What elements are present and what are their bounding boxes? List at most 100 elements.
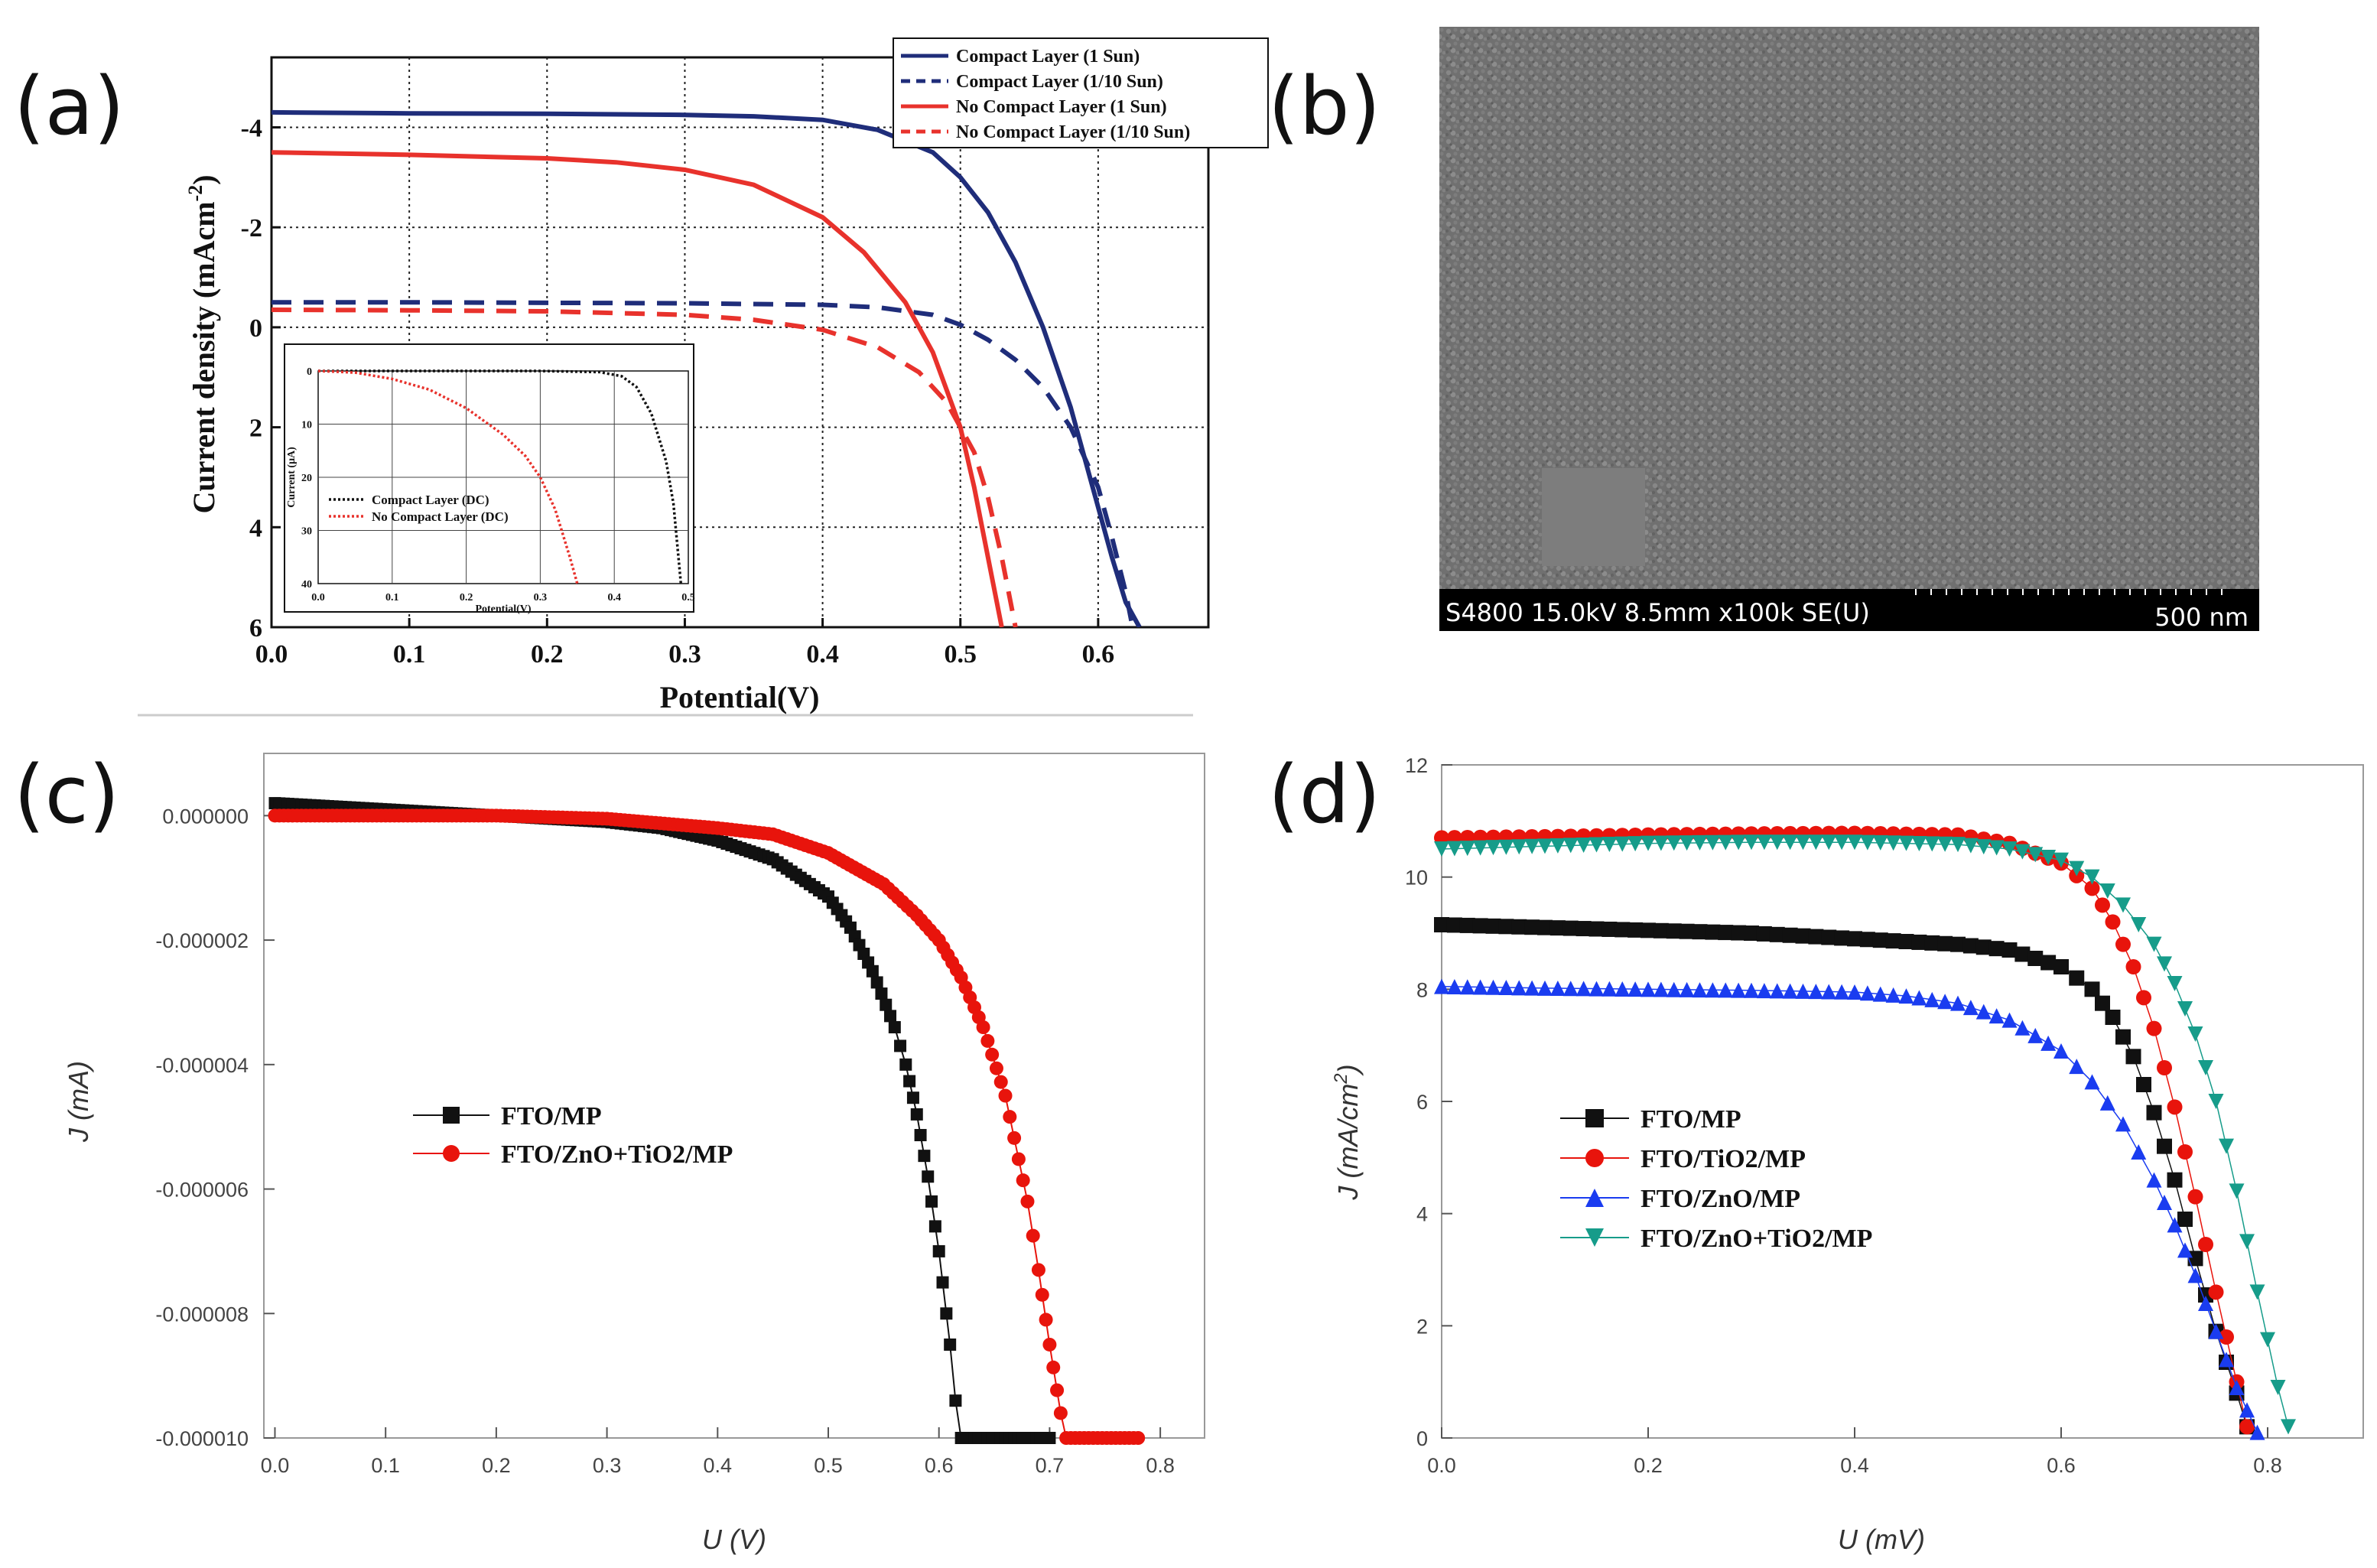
chart-d-legend: FTO/MP FTO/TiO2/MP FTO/ZnO/MP FTO/ZnO+TiO2/… <box>1560 1105 1872 1253</box>
chart-d-point-3 <box>1744 982 1759 998</box>
chart-d-point-1 <box>1988 941 2005 957</box>
sem-scale-bar <box>1915 589 2223 595</box>
chart-d-point-1 <box>1588 921 1605 937</box>
sem-caption-bar <box>1439 589 2259 631</box>
chart-d-point-3 <box>2001 1012 2018 1028</box>
chart-d-point-4 <box>1962 838 1979 854</box>
chart-d-point-1 <box>2115 1029 2131 1045</box>
chart-a-xtick-label: 0.2 <box>531 640 564 669</box>
chart-c-point-2 <box>1007 1130 1022 1145</box>
chart-d-point-1 <box>2027 951 2044 966</box>
chart-d-point-3 <box>1756 983 1772 999</box>
chart-d-point-3 <box>1718 982 1734 998</box>
chart-c-xtick-label: 0.0 <box>261 1454 290 1477</box>
chart-a-inset-ytick-label: 20 <box>301 473 312 484</box>
chart-c-point-1 <box>894 1039 907 1052</box>
chart-d-point-1 <box>1950 936 1966 952</box>
chart-a-legend: Compact Layer (1 Sun) Compact Layer (1/10… <box>893 37 1269 148</box>
chart-d-point-3 <box>1795 983 1811 999</box>
chart-c-xtick-label: 0.6 <box>925 1454 954 1477</box>
chart-d-point-4 <box>2198 1060 2213 1075</box>
chart-a-ylabel-main: Current density (mAcm <box>187 201 221 513</box>
chart-d-point-1 <box>2095 995 2110 1011</box>
chart-c-ylabel: J (mA) <box>63 1061 94 1143</box>
chart-d-point-3 <box>1666 981 1682 997</box>
chart-d-point-4 <box>2260 1332 2275 1348</box>
chart-d-point-2 <box>2105 914 2121 930</box>
chart-a-xtick-label: 0.6 <box>1082 640 1115 669</box>
chart-d-point-1 <box>2014 946 2031 962</box>
chart-d-legend-label: FTO/MP <box>1640 1105 1741 1134</box>
chart-d-point-1 <box>2084 981 2100 997</box>
chart-c-ytick-label: -0.000010 <box>155 1427 249 1450</box>
chart-d-point-4 <box>1744 834 1759 851</box>
chart-d-point-2 <box>2187 1189 2203 1205</box>
chart-c-legend-label: FTO/MP <box>501 1102 602 1130</box>
chart-d-point-1 <box>1627 922 1644 938</box>
chart-c-point-1 <box>922 1170 935 1183</box>
chart-d-point-3 <box>1627 981 1644 997</box>
chart-d-point-2 <box>2198 1237 2213 1252</box>
chart-c-point-1 <box>880 998 893 1011</box>
chart-d-point-1 <box>1808 929 1824 945</box>
chart-c-xtick-label: 0.3 <box>593 1454 622 1477</box>
chart-a-inset-ylabel: Current (μA) <box>286 447 298 508</box>
chart-c-ticks: 0.0 0.1 0.2 0.3 0.4 0.5 0.6 0.7 0.8 0.000000 -0.00… <box>155 805 1175 1477</box>
chart-d-point-3 <box>1950 995 1966 1011</box>
chart-d-point-4 <box>2167 976 2183 991</box>
chart-c-point-1 <box>940 1307 953 1320</box>
chart-d-legend-marker <box>1585 1189 1604 1207</box>
chart-d-point-3 <box>2219 1352 2234 1368</box>
chart-d-point-4 <box>1808 834 1824 851</box>
chart-d-point-3 <box>1498 980 1514 996</box>
chart-d-ytick-label: 2 <box>1416 1315 1428 1338</box>
chart-c-xlabel: U (V) <box>702 1524 766 1555</box>
chart-d-point-4 <box>2249 1284 2265 1300</box>
chart-d-point-4 <box>2146 936 2162 952</box>
chart-c-point-1 <box>903 1075 916 1088</box>
chart-a-inset-xlabel: Potential(V) <box>475 603 531 615</box>
chart-c-point-2 <box>1003 1110 1017 1124</box>
chart-a-series-line-3 <box>272 150 1004 627</box>
chart-a-xlabel: Potential(V) <box>660 680 820 714</box>
chart-d-point-3 <box>1885 987 1901 1003</box>
chart-d-point-4 <box>2069 860 2085 877</box>
chart-d-point-4 <box>1782 834 1798 851</box>
chart-d-point-3 <box>1975 1004 1992 1020</box>
chart-d-point-3 <box>2177 1242 2193 1258</box>
chart-d-legend-marker <box>1585 1228 1604 1247</box>
chart-d-point-3 <box>1821 984 1837 1000</box>
chart-d-point-4 <box>2040 850 2057 865</box>
chart-c-point-1 <box>906 1091 919 1104</box>
chart-d-point-4 <box>1859 834 1875 851</box>
chart-d-series <box>1434 825 2296 1440</box>
chart-d-point-3 <box>1924 991 1940 1007</box>
chart-a-inset-box <box>284 343 694 613</box>
chart-d-point-3 <box>1988 1008 2005 1024</box>
chart-a-series-line-4 <box>272 307 1018 627</box>
chart-d-point-2 <box>2208 1284 2224 1300</box>
panel-label-b: (b) <box>1268 60 1380 153</box>
chart-d-point-1 <box>1434 917 1449 932</box>
chart-d-point-1 <box>2040 955 2057 971</box>
chart-d-point-3 <box>1769 983 1785 999</box>
chart-d-point-3 <box>2146 1172 2162 1188</box>
chart-c-point-2 <box>976 1020 990 1034</box>
chart-d-point-4 <box>1459 841 1475 857</box>
chart-d-point-4 <box>2187 1026 2203 1042</box>
chart-d-point-4 <box>1885 835 1901 851</box>
chart-d-point-1 <box>2105 1010 2121 1025</box>
chart-d-point-4 <box>1911 836 1927 852</box>
chart-a-series-line-1 <box>272 109 1142 627</box>
chart-d-point-3 <box>1731 982 1747 998</box>
chart-c-ytick-label: -0.000002 <box>155 929 249 952</box>
chart-a-ytick-label: -4 <box>241 114 262 142</box>
chart-a-inset-legend-label: No Compact Layer (DC) <box>372 509 509 524</box>
chart-d-point-4 <box>1575 837 1592 853</box>
chart-c-xtick-label: 0.7 <box>1036 1454 1065 1477</box>
chart-d-point-2 <box>2177 1144 2193 1160</box>
chart-a-inset-series-line-2 <box>317 369 579 584</box>
panel-label-c: (c) <box>14 748 119 841</box>
chart-a-inset-xtick-label: 0.2 <box>460 592 473 603</box>
